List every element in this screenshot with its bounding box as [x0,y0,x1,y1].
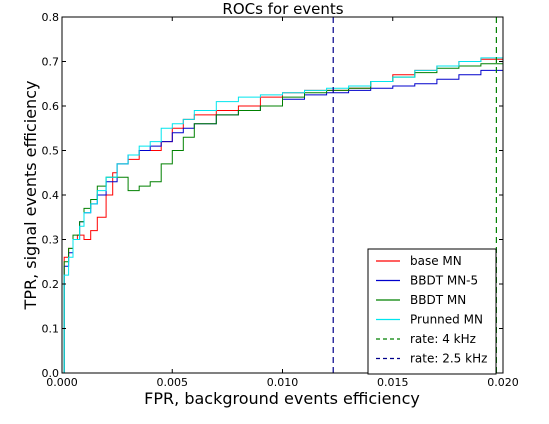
legend-label: BBDT MN-5 [410,274,478,288]
y-tick-label: 0.3 [42,234,60,247]
x-tick-label: 0.000 [46,376,78,389]
y-tick-label: 0.7 [42,56,60,69]
legend: base MN BBDT MN-5 BBDT MN Prunned MN rate: 4… [367,248,497,375]
plot-area [62,17,503,373]
y-tick-label: 0.1 [42,323,60,336]
y-tick-label: 0.5 [42,145,60,158]
chart-title: ROCs for events [222,0,343,18]
x-tick-label: 0.010 [267,376,299,389]
legend-label: rate: 4 kHz [410,332,476,346]
axis-ticks: 0.000 0.005 0.010 0.015 0.020 0.0 0.1 0.2 0.3 0.4… [42,11,519,389]
x-tick-label: 0.005 [157,376,189,389]
legend-label: Prunned MN [410,313,483,327]
y-tick-label: 0.6 [42,100,60,113]
y-axis-label: TPR, signal events efficiency [21,81,40,311]
series-line-3 [62,57,503,373]
legend-label: base MN [410,254,462,268]
y-tick-label: 0.4 [42,189,60,202]
y-tick-label: 0.2 [42,278,60,291]
x-axis-label: FPR, background events efficiency [144,389,420,408]
y-tick-label: 0.0 [42,367,60,380]
y-tick-label: 0.8 [42,11,60,24]
x-tick-label: 0.020 [487,376,519,389]
legend-box [367,248,497,375]
legend-label: BBDT MN [410,293,466,307]
legend-label: rate: 2.5 kHz [410,352,487,366]
x-tick-label: 0.015 [377,376,409,389]
